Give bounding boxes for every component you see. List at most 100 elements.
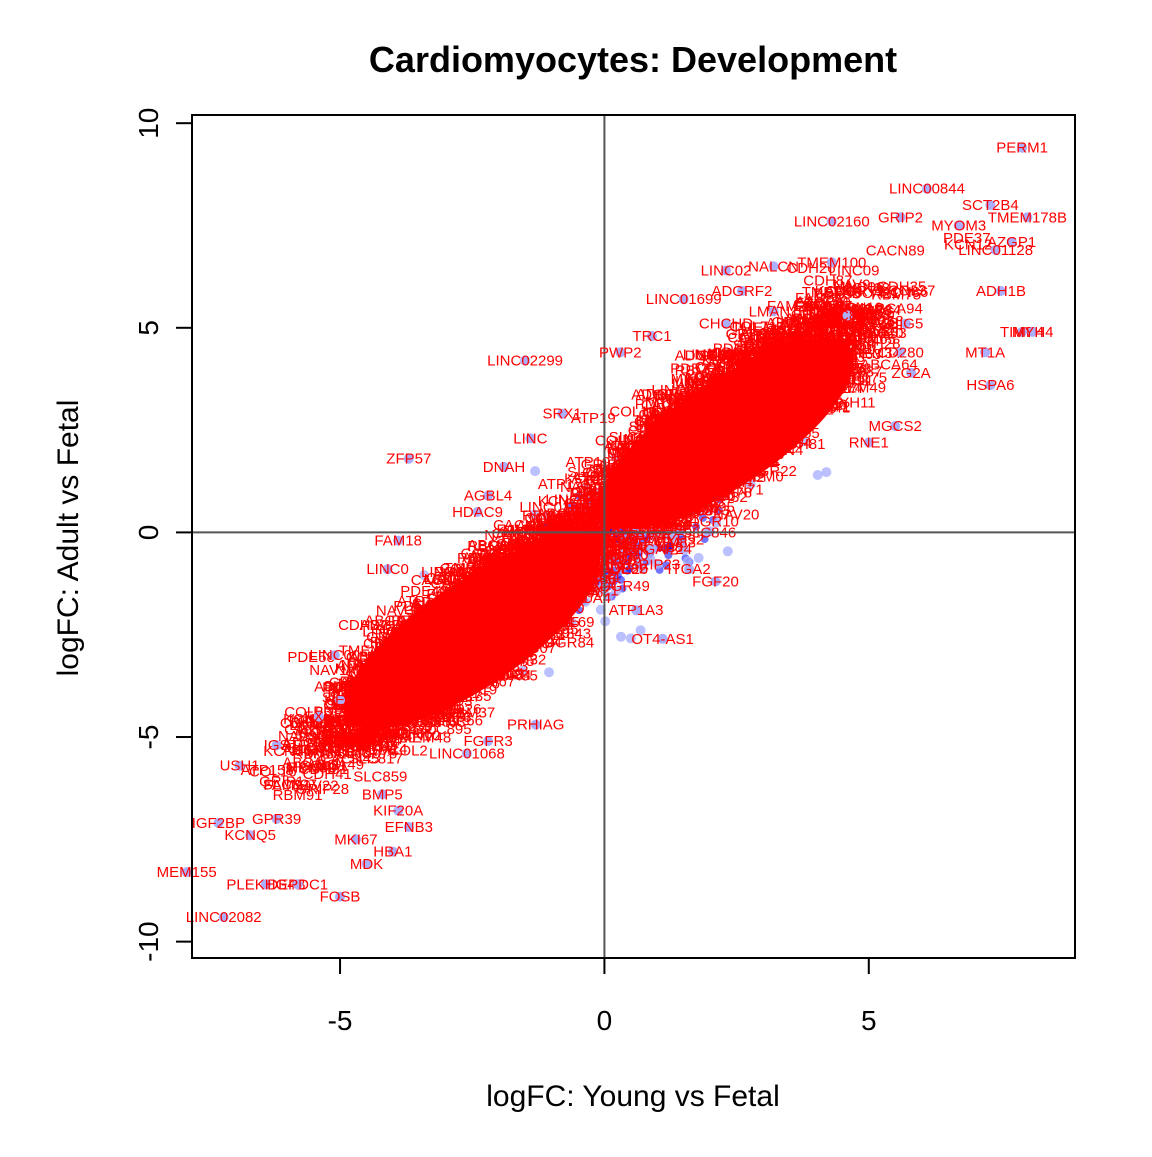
- gene-label-background: PDE42: [400, 583, 448, 600]
- gene-label-background: COL89: [524, 510, 572, 527]
- y-tick-label: 0: [133, 525, 164, 541]
- data-point: [985, 200, 996, 210]
- gene-label-background: CDH91: [299, 761, 348, 778]
- gene-label-background: MYH25: [502, 522, 552, 539]
- gene-label: MT1A: [965, 344, 1005, 361]
- gene-label-background: KCN29: [564, 471, 612, 488]
- labeled-point: LMAN1: [749, 303, 799, 320]
- data-point: [609, 550, 620, 561]
- gene-label-background: KCN38: [764, 330, 812, 347]
- data-point-dense: [666, 543, 674, 551]
- x-tick-label: 0: [597, 1005, 613, 1036]
- gene-label-background: PDE26: [601, 561, 649, 578]
- labeled-point: AGBL4: [464, 488, 512, 505]
- labeled-point: DNAH: [483, 459, 526, 476]
- gene-label-background: FAM4: [824, 313, 863, 330]
- gene-label-background: MYH40: [836, 326, 886, 343]
- gene-label-background: LINC018: [545, 492, 604, 509]
- gene-label-background: COL3: [782, 322, 821, 339]
- data-point: [611, 586, 622, 597]
- gene-label-background: GRIP69: [546, 508, 599, 525]
- gene-label-background: CACN36: [766, 323, 825, 340]
- gene-label: ADH1B: [976, 283, 1026, 300]
- gene-label-background: KCN41: [774, 322, 822, 339]
- gene-label-background: LINC020: [844, 325, 903, 342]
- gene-label: ZFP57: [386, 451, 431, 468]
- gene-label-background: LINC072: [683, 346, 742, 363]
- gene-label-background: COL1: [440, 561, 479, 578]
- gene-label-background: ABCA50: [536, 517, 594, 534]
- gene-label-background: CDH39: [814, 321, 863, 338]
- gene-label: LINC01699: [646, 291, 722, 308]
- gene-label-background: KCN79: [780, 313, 828, 330]
- gene-label-background: ADGR84: [841, 302, 901, 319]
- labeled-point: KCNQ5: [224, 827, 276, 844]
- gene-label-background: GRIP5: [802, 320, 847, 337]
- gene-label-background: RBM83: [467, 538, 517, 555]
- gene-label-background: COL57: [349, 738, 397, 755]
- gene-label: MKI67: [334, 831, 377, 848]
- data-point: [637, 563, 648, 574]
- gene-label-background: PDE25: [555, 522, 603, 539]
- gene-label-background: MYH28: [850, 336, 900, 353]
- labeled-point: HIG5: [888, 316, 923, 333]
- gene-label: SRX1: [543, 406, 582, 423]
- gene-label: MDK: [350, 856, 383, 873]
- gene-label-background: FAM76: [847, 305, 895, 322]
- y-axis-label: logFC: Adult vs Fetal: [52, 400, 85, 677]
- gene-label-background: TMEM34: [840, 345, 901, 362]
- data-point: [633, 555, 644, 566]
- gene-label-background: COL35: [774, 325, 822, 342]
- data-point: [645, 554, 656, 565]
- y-tick-label: 10: [133, 108, 164, 139]
- gene-label-background: FAM50: [497, 522, 545, 539]
- gene-label-background: ABCA28: [841, 315, 899, 332]
- gene-label: CD280: [877, 344, 924, 361]
- data-point: [604, 573, 615, 584]
- labeled-point: MKI67: [334, 831, 377, 848]
- gene-label-background: RBM49: [287, 760, 337, 777]
- labeled-point: LINC: [513, 430, 547, 447]
- gene-label-background: NAV20: [713, 506, 759, 523]
- data-point: [652, 559, 663, 569]
- gene-label-background: GRIP20: [788, 323, 841, 340]
- gene-label-background: COL71: [729, 319, 777, 336]
- data-point-dense: [563, 519, 571, 528]
- y-tick-label: -5: [133, 725, 164, 750]
- gene-label-background: LINC06: [325, 726, 376, 743]
- labeled-point: ZFP57: [386, 451, 431, 468]
- gene-label: EFNB3: [385, 819, 433, 836]
- gene-label-background: CACN42: [284, 722, 343, 739]
- gene-label-background: RBM29: [324, 729, 374, 746]
- labeled-point: SRX1: [543, 406, 582, 423]
- gene-label: OT4-AS1: [631, 631, 694, 648]
- gene-label-background: SLC859: [353, 769, 407, 786]
- data-point: [615, 563, 626, 574]
- gene-label: BMP5: [362, 786, 403, 803]
- gene-label-background: ATP126: [528, 516, 581, 533]
- gene-label-background: CACN51: [492, 525, 551, 542]
- data-point-dense: [692, 522, 701, 531]
- gene-label: GRIP2: [878, 209, 923, 226]
- labeled-point: TRC1: [632, 328, 671, 345]
- gene-label-background: ABCA85: [536, 506, 594, 523]
- gene-label-background: PDE83: [713, 341, 761, 358]
- gene-label: LINC00844: [889, 181, 965, 198]
- gene-label-background: CDH45: [807, 324, 856, 341]
- data-point: [821, 467, 832, 478]
- gene-label: FXY: [304, 709, 333, 726]
- gene-label-background: CDH42: [356, 726, 405, 743]
- data-point-dense: [623, 566, 632, 575]
- data-point-dense: [700, 535, 709, 544]
- gene-label-background: GRIP28: [296, 781, 349, 798]
- gene-label-background: LINC016: [519, 499, 578, 516]
- gene-label-background: ATP18: [562, 504, 607, 521]
- data-point: [745, 479, 756, 490]
- gene-label-background: MYH18: [588, 547, 638, 564]
- labeled-point: CHCHD: [699, 316, 753, 333]
- gene-label-background: GRIP3: [566, 521, 611, 538]
- data-point: [543, 532, 554, 543]
- labeled-point: LINC01128: [958, 242, 1033, 259]
